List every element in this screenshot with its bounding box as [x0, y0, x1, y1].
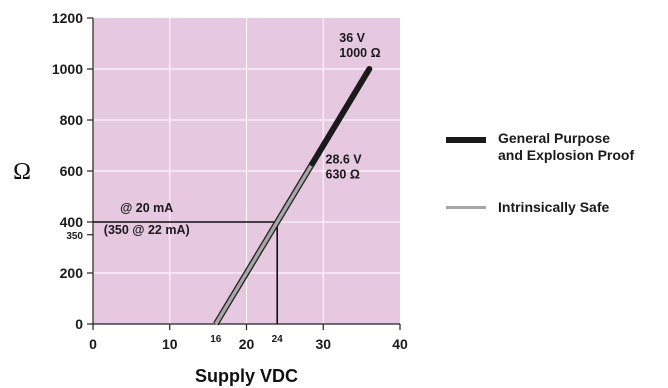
axes — [87, 17, 401, 330]
legend-label-line: General Purpose — [498, 130, 611, 146]
legend-swatch — [446, 137, 486, 143]
x-tick-label: 30 — [315, 336, 331, 352]
series-general-purpose — [309, 66, 373, 167]
annotation-end-v: 36 V — [339, 31, 365, 45]
x-extra-tick-label: 24 — [272, 334, 284, 345]
legend-label: General Purpose and Explosion Proof — [498, 130, 634, 164]
annotation-mid-ohm: 630 Ω — [326, 167, 360, 181]
annotation-at-20: @ 20 mA — [120, 201, 173, 215]
x-tick-label: 0 — [89, 336, 97, 352]
x-tick-label: 40 — [392, 336, 408, 352]
legend-entry: Intrinsically Safe — [446, 199, 609, 216]
annotation-at-22: (350 @ 22 mA) — [104, 223, 190, 237]
tick-labels: 0 200 400 600 800 1000 1200 0 10 20 30 40 16 24 350 — [52, 10, 408, 352]
legend-label: Intrinsically Safe — [498, 199, 609, 216]
y-tick-label: 400 — [60, 214, 84, 230]
series-intrinsically-safe — [214, 162, 314, 325]
legend-entry: General Purpose and Explosion Proof — [446, 130, 634, 164]
y-tick-label: 1000 — [52, 61, 83, 77]
legend-label-line: and Explosion Proof — [498, 147, 635, 163]
series-lines — [213, 66, 373, 326]
y-tick-label: 0 — [75, 316, 83, 332]
annotation-mid-v: 28.6 V — [326, 152, 363, 166]
x-extra-tick-label: 16 — [210, 334, 222, 345]
y-axis-label: Ω — [13, 159, 31, 185]
y-extra-tick-label: 350 — [66, 231, 83, 242]
legend-swatch — [446, 206, 486, 209]
y-tick-label: 600 — [60, 163, 84, 179]
y-tick-label: 800 — [60, 112, 84, 128]
annotation-end-ohm: 1000 Ω — [339, 46, 380, 60]
y-tick-label: 200 — [60, 265, 84, 281]
grid — [93, 18, 400, 324]
legend-label-line: Intrinsically Safe — [498, 199, 610, 215]
x-tick-label: 10 — [162, 336, 178, 352]
reference-lines — [93, 221, 279, 324]
y-tick-label: 1200 — [52, 10, 83, 26]
x-axis-label: Supply VDC — [195, 366, 298, 386]
x-tick-label: 20 — [239, 336, 255, 352]
